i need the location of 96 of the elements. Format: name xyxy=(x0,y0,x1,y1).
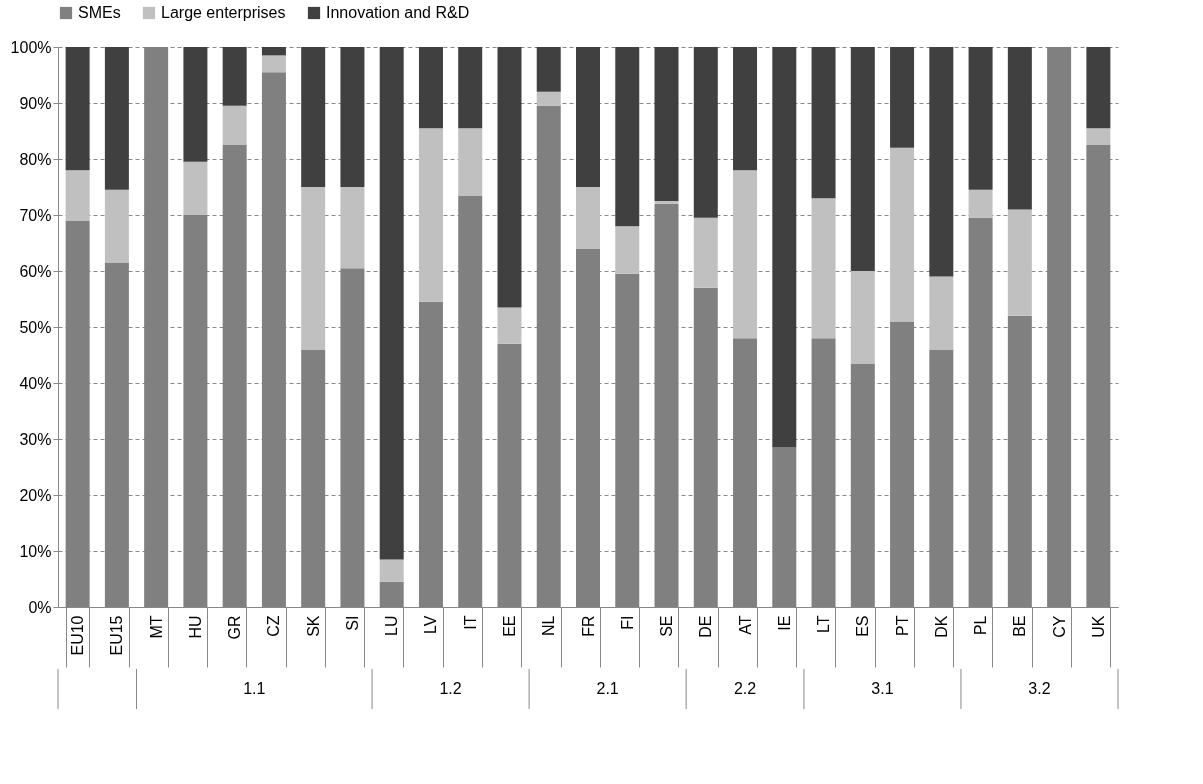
bar xyxy=(65,170,90,221)
x-tick-label: MT xyxy=(147,615,165,639)
x-tick-label: NL xyxy=(540,615,558,636)
bar xyxy=(968,189,993,218)
bar xyxy=(811,198,836,339)
x-tick-label: HU xyxy=(186,615,204,639)
bar xyxy=(576,187,600,249)
bar xyxy=(301,187,326,350)
x-tick-label: IT xyxy=(461,615,479,630)
bar xyxy=(693,47,718,218)
x-tick-label: SI xyxy=(343,615,361,631)
x-tick-label: CZ xyxy=(265,615,283,637)
bar xyxy=(104,47,129,190)
bar xyxy=(183,161,208,215)
x-tick-label: PT xyxy=(893,615,911,636)
x-tick-label: EU10 xyxy=(69,615,87,656)
bar xyxy=(536,47,561,92)
x-tick-label: AT xyxy=(736,615,754,635)
bar xyxy=(968,47,993,190)
y-tick-label: 10% xyxy=(19,542,52,560)
text: 2.2 xyxy=(733,680,757,697)
bar xyxy=(379,559,404,582)
x-tick-label: EU15 xyxy=(108,615,126,656)
bar xyxy=(654,47,679,201)
x-tick-label: SE xyxy=(658,615,676,637)
bar xyxy=(772,47,797,448)
bar xyxy=(65,47,90,171)
y-tick-label: 70% xyxy=(19,206,52,224)
bar xyxy=(497,307,522,344)
bar xyxy=(890,47,915,148)
bar xyxy=(340,47,365,187)
bar xyxy=(890,147,915,322)
bar xyxy=(576,47,600,187)
bar xyxy=(497,47,522,308)
bar xyxy=(104,189,129,263)
x-tick-label: LT xyxy=(815,615,833,633)
bar xyxy=(929,47,954,277)
bar xyxy=(1086,128,1111,145)
bar xyxy=(850,47,875,271)
x-tick-label: EE xyxy=(500,615,518,637)
bar xyxy=(654,201,679,204)
x-tick-label: LU xyxy=(383,615,401,636)
bar xyxy=(733,170,758,339)
text: 1.2 xyxy=(439,680,462,697)
y-tick-label: 60% xyxy=(19,262,52,280)
y-tick-label: 40% xyxy=(19,374,52,392)
bar xyxy=(693,217,718,288)
x-tick-label: IE xyxy=(775,615,793,631)
text: 3.2 xyxy=(1028,680,1051,697)
legend-label: Large enterprises xyxy=(161,4,286,21)
x-tick-label: ES xyxy=(854,615,872,637)
bar xyxy=(222,105,247,145)
bar xyxy=(379,47,404,560)
bar xyxy=(340,187,365,269)
x-tick-label: LV xyxy=(422,615,440,634)
y-tick-label: 30% xyxy=(19,430,52,448)
x-tick-label: UK xyxy=(1089,615,1107,638)
bar xyxy=(301,47,326,187)
bar xyxy=(850,271,875,364)
bar xyxy=(615,226,640,274)
legend-label: Innovation and R&D xyxy=(326,4,470,21)
bar xyxy=(183,47,208,162)
bar xyxy=(615,47,640,227)
bar xyxy=(458,47,483,129)
x-tick-label: FR xyxy=(579,615,597,637)
x-tick-label: SK xyxy=(304,615,322,637)
y-tick-label: 80% xyxy=(19,150,52,168)
y-tick-label: 20% xyxy=(19,486,52,504)
bar xyxy=(1007,47,1032,210)
bar xyxy=(929,276,954,350)
bar xyxy=(418,128,443,302)
y-tick-label: 100% xyxy=(10,38,52,56)
bar xyxy=(261,55,286,73)
y-tick-label: 0% xyxy=(28,598,52,616)
bar xyxy=(733,47,758,171)
x-tick-label: BE xyxy=(1011,615,1029,637)
bar xyxy=(458,128,483,196)
y-tick-label: 50% xyxy=(19,318,52,336)
bar xyxy=(811,47,836,199)
x-tick-label: DK xyxy=(932,615,950,638)
x-tick-label: FI xyxy=(618,615,636,630)
text: 3.1 xyxy=(871,680,894,697)
bar xyxy=(1007,209,1032,316)
bar xyxy=(536,91,561,106)
x-tick-label: PL xyxy=(972,615,990,636)
x-tick-label: CY xyxy=(1050,615,1068,638)
y-tick-label: 90% xyxy=(19,94,52,112)
bar xyxy=(261,47,286,56)
text: 1.1 xyxy=(243,680,266,697)
x-tick-label: DE xyxy=(697,615,715,638)
x-tick-label: GR xyxy=(226,615,244,640)
bar xyxy=(1086,47,1111,129)
bar xyxy=(418,47,443,129)
text: 2.1 xyxy=(596,680,619,697)
legend-label: SMEs xyxy=(78,4,121,21)
bar xyxy=(222,47,247,106)
